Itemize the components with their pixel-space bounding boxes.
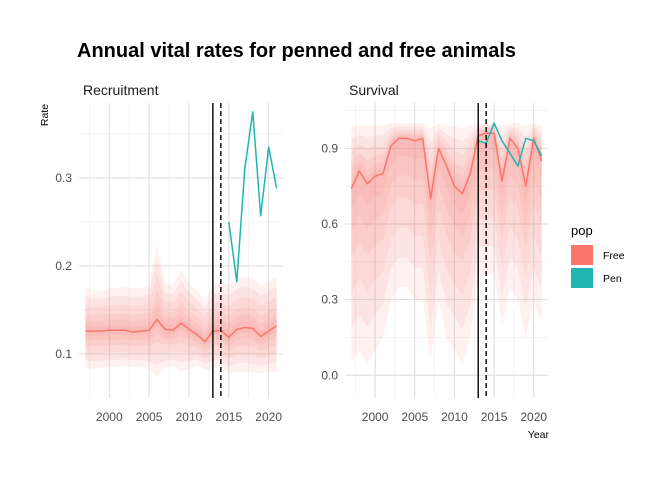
panels: Recruitment 2000 2005 2010 2015 2020 0.1 0.2 0.3… (55, 82, 548, 424)
legend-key-free (571, 245, 593, 265)
band-layer (351, 127, 542, 298)
panel-recruitment: Recruitment 2000 2005 2010 2015 2020 0.1 0.2 0.3 (55, 82, 283, 424)
x-tick-label: 2015 (481, 410, 508, 424)
y-tick-label: 0.9 (321, 141, 338, 155)
x-tick-label: 2010 (176, 410, 203, 424)
facet-label-recruitment: Recruitment (83, 82, 159, 98)
x-tick-label: 2015 (215, 410, 242, 424)
series-line-free (350, 132, 543, 200)
legend-label-pen: Pen (603, 273, 622, 285)
major-gridlines (345, 103, 548, 398)
major-gridlines (79, 103, 283, 398)
facet-label-survival: Survival (349, 82, 399, 98)
x-tick-label: 2005 (136, 410, 163, 424)
x-tick-label: 2000 (362, 410, 389, 424)
series-line-pen (477, 122, 543, 167)
series-line-pen (228, 111, 278, 283)
x-tick-label: 2005 (401, 410, 428, 424)
band-layer (351, 123, 542, 363)
band-layer (351, 130, 542, 240)
y-tick-label: 0.3 (55, 171, 72, 185)
band-layer (85, 243, 277, 376)
y-tick-label: 0.6 (321, 217, 338, 231)
legend-title: pop (571, 223, 593, 238)
uncertainty-band (351, 123, 542, 363)
y-tick-label: 0.0 (321, 368, 338, 382)
band-layer (351, 129, 542, 265)
panel-survival: Survival 2000 2005 2010 2015 2020 0.0 0.3 0.6 0.9 (321, 82, 548, 424)
legend: pop Free Pen (571, 223, 625, 288)
y-tick-label: 0.1 (55, 347, 72, 361)
band-layer (351, 132, 542, 219)
legend-key-pen (571, 268, 593, 288)
uncertainty-band (85, 243, 277, 376)
y-tick-label: 0.3 (321, 293, 338, 307)
x-axis-label: Year (528, 429, 550, 441)
x-tick-label: 2020 (255, 410, 282, 424)
x-tick-label: 2010 (441, 410, 468, 424)
x-tick-label: 2000 (96, 410, 123, 424)
x-tick-label: 2020 (520, 410, 547, 424)
series-line-free (85, 318, 278, 343)
chart-title: Annual vital rates for penned and free a… (77, 40, 516, 62)
band-layer (85, 259, 277, 367)
minor-gridlines (79, 103, 283, 398)
y-axis-label: Rate (39, 104, 51, 126)
band-layer (351, 125, 542, 330)
legend-label-free: Free (603, 250, 625, 262)
y-tick-label: 0.2 (55, 259, 72, 273)
